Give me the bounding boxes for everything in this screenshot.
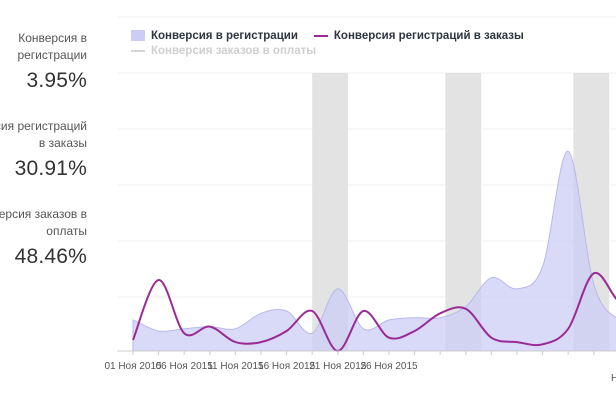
legend-item-registration[interactable]: Конверсия в регистрации [131, 30, 298, 42]
stat-value: 3.95% [26, 69, 87, 92]
legend-swatch-line [313, 34, 328, 37]
stat-label-line: Конверсия заказов в [0, 207, 87, 221]
stat-label-line: Конверсия в [18, 31, 87, 45]
stat-value: 48.46% [14, 245, 87, 268]
legend-label: Конверсия регистраций в заказы [333, 29, 524, 42]
legend-item-payments[interactable]: Конверсия заказов в оплаты [131, 45, 316, 57]
legend-label: Конверсия заказов в оплаты [151, 44, 317, 57]
stat-payments-conversion: Конверсия заказов в оплаты 48.46% [0, 206, 87, 270]
legend-item-orders[interactable]: Конверсия регистраций в заказы [313, 29, 524, 42]
stat-label-line: в заказы [38, 136, 87, 150]
stat-label: Конверсия регистраций в заказы [0, 118, 87, 152]
stat-label: Конверсия заказов в оплаты [0, 206, 87, 240]
registration-area [132, 150, 616, 352]
conversion-chart: 01 Ноя 2015 06 Ноя 2015 11 Ноя 2015 16 Ноя … [92, 0, 616, 405]
chart-legend: Конверсия в регистрации Конверсия регист… [131, 28, 540, 58]
x-tick-label-partial: Н [611, 373, 616, 384]
stat-orders-conversion: Конверсия регистраций в заказы 30.91% [0, 118, 87, 182]
legend-swatch-line [131, 49, 145, 52]
x-tick-label: 21 Ноя 2015 [309, 361, 367, 372]
stat-registration-conversion: Конверсия в регистрации 3.95% [17, 30, 87, 94]
stat-label: Конверсия в регистрации [17, 30, 87, 64]
stat-label-line: Конверсия регистраций [0, 119, 87, 133]
x-tick-label: 06 Ноя 2015 [156, 361, 214, 372]
orders-line [132, 272, 616, 353]
x-tick-label: 26 Ноя 2015 [360, 361, 418, 372]
x-tick-label: 11 Ноя 2015 [207, 361, 264, 372]
stat-label-line: оплаты [46, 224, 87, 238]
x-tick-label: 16 Ноя 2015 [258, 361, 316, 372]
legend-swatch-area [131, 30, 145, 41]
x-tick-label: 01 Ноя 2015 [104, 361, 162, 372]
stats-panel: Конверсия в регистрации 3.95% Конверсия … [0, 0, 92, 405]
stat-value: 30.91% [14, 157, 87, 180]
stat-label-line: регистрации [17, 48, 87, 62]
legend-label: Конверсия в регистрации [151, 29, 298, 42]
